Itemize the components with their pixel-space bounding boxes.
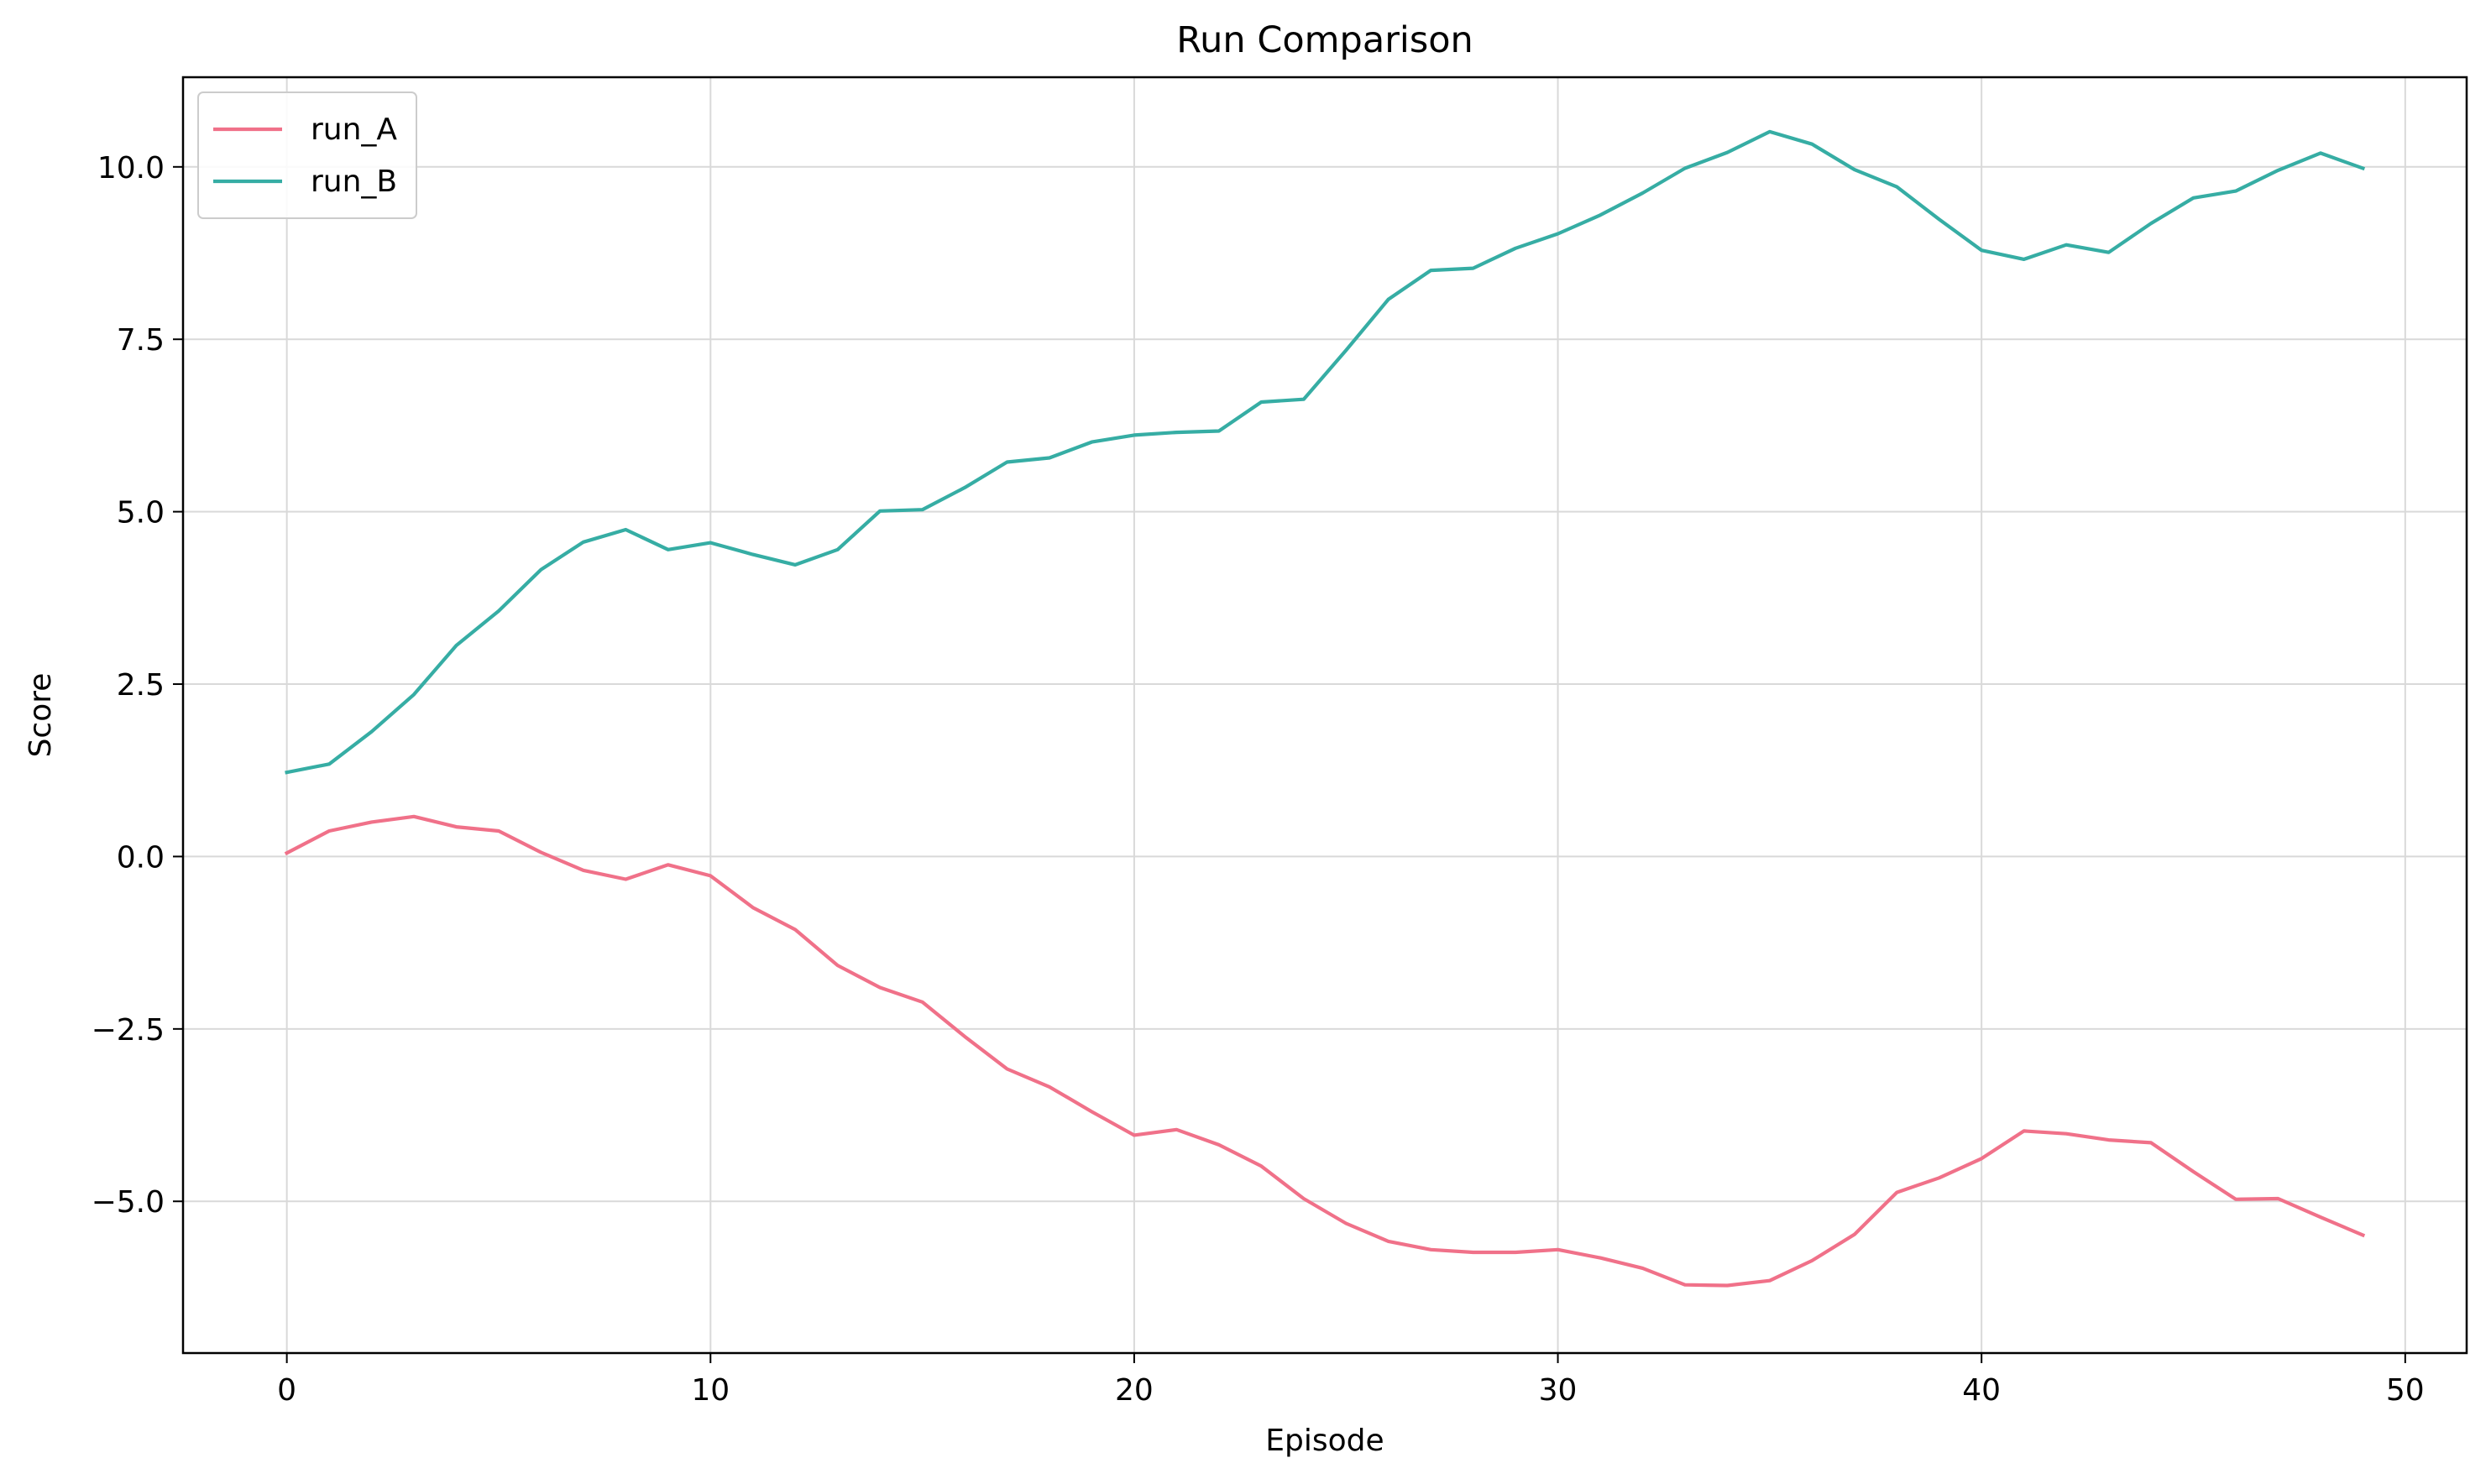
series-lines — [284, 129, 2366, 1288]
x-tick-label: 0 — [277, 1373, 296, 1408]
x-tick-label: 50 — [2386, 1373, 2425, 1408]
y-tick-label: −5.0 — [92, 1185, 165, 1220]
y-tick-label: 5.0 — [117, 496, 165, 530]
grid-lines — [183, 77, 2467, 1353]
axis-ticks: 0 10 20 30 40 50 −5.0 −2.5 0.0 2.5 5.0 7.5 10.0 — [92, 151, 2425, 1408]
series-line-run-a — [284, 814, 2366, 1288]
x-tick-label: 30 — [1539, 1373, 1578, 1408]
legend-box — [197, 91, 417, 219]
legend: run_A run_B — [197, 91, 417, 219]
legend-label: run_A — [311, 112, 397, 147]
plot-area-frame — [181, 76, 2468, 1355]
y-tick-label: 7.5 — [117, 323, 165, 358]
y-tick-label: 2.5 — [117, 668, 165, 703]
series-line-run-b — [285, 129, 2366, 775]
x-tick-label: 20 — [1115, 1373, 1154, 1408]
x-tick-label: 40 — [1962, 1373, 2001, 1408]
y-tick-label: 0.0 — [117, 840, 165, 875]
legend-label: run_B — [311, 165, 397, 199]
chart-title: Run Comparison — [1176, 19, 1473, 61]
y-tick-label: 10.0 — [97, 151, 165, 186]
x-axis-label: Episode — [1265, 1424, 1384, 1458]
y-axis-label: Score — [24, 673, 58, 758]
x-tick-label: 10 — [691, 1373, 730, 1408]
y-tick-label: −2.5 — [92, 1013, 165, 1048]
